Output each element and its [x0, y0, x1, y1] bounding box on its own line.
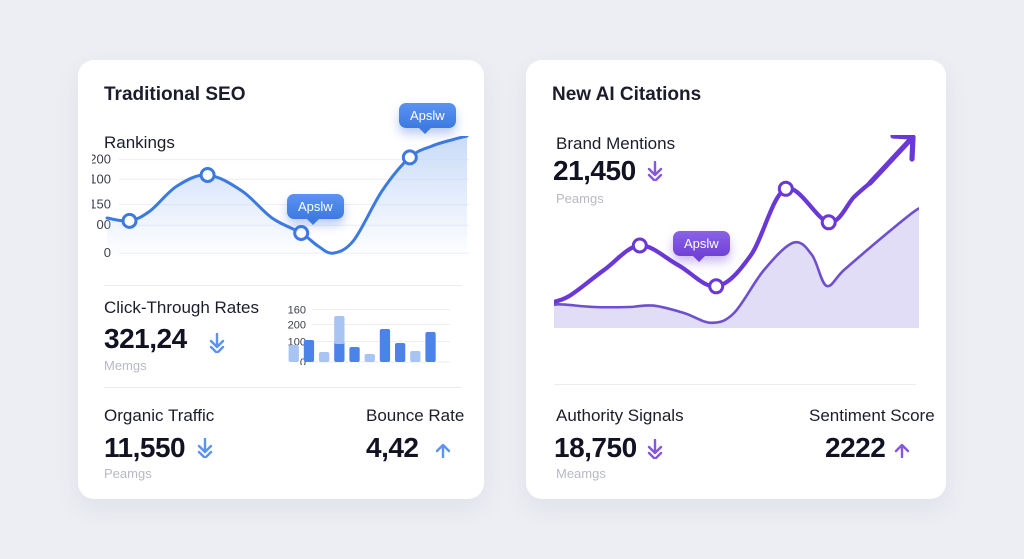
- svg-text:200: 200: [92, 152, 111, 167]
- svg-text:150: 150: [92, 197, 111, 212]
- svg-text:100: 100: [92, 171, 111, 186]
- svg-text:160: 160: [288, 305, 306, 317]
- svg-text:200: 200: [288, 320, 306, 332]
